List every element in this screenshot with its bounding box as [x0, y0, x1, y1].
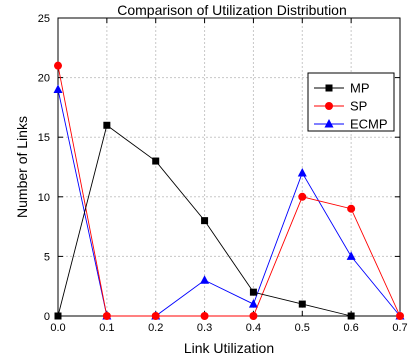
data-point-ecmp	[248, 299, 258, 308]
data-point-sp	[249, 312, 258, 320]
legend-marker-ecmp	[324, 119, 334, 128]
y-tick-label: 10	[38, 192, 50, 204]
legend-marker-sp	[325, 102, 333, 110]
legend-label-mp: MP	[350, 81, 370, 96]
x-tick-label: 0.4	[246, 322, 261, 334]
y-tick-label: 15	[38, 132, 50, 144]
data-point-mp	[152, 157, 160, 165]
x-axis-label: Link Utilization	[184, 340, 274, 356]
y-axis-label: Number of Links	[14, 116, 30, 218]
y-tick-label: 25	[38, 13, 50, 25]
x-tick-label: 0.6	[343, 322, 358, 334]
legend-label-sp: SP	[350, 99, 367, 114]
legend: MP SP ECMP	[307, 72, 395, 132]
data-point-mp	[103, 121, 111, 129]
data-point-sp	[298, 192, 307, 201]
y-tick-label: 5	[44, 251, 50, 263]
x-tick-label: 0.5	[295, 322, 310, 334]
data-point-ecmp	[297, 167, 307, 177]
data-point-mp	[347, 312, 355, 320]
series	[53, 61, 405, 320]
y-tick-label: 20	[38, 73, 50, 85]
data-point-sp	[347, 204, 356, 213]
legend-marker-mp	[325, 84, 333, 92]
data-point-ecmp	[200, 275, 210, 284]
data-point-mp	[201, 217, 209, 225]
y-tick-label: 0	[44, 311, 50, 323]
x-tick-label: 0.1	[99, 322, 114, 334]
legend-box	[307, 72, 395, 132]
axis-ticks: 0.0 0.1 0.2 0.3 0.4 0.5 0.6 0.7 0 5 10 15 20 25	[38, 13, 408, 334]
x-tick-label: 0.7	[392, 322, 407, 334]
legend-label-ecmp: ECMP	[350, 117, 388, 132]
x-tick-label: 0.3	[197, 322, 212, 334]
chart-title: Comparison of Utilization Distribution	[117, 2, 347, 18]
grid	[58, 18, 400, 316]
data-point-sp	[396, 312, 404, 320]
data-point-ecmp	[346, 251, 356, 260]
plot-frame	[57, 17, 401, 317]
data-point-ecmp	[53, 84, 63, 94]
x-tick-label: 0.2	[148, 322, 163, 334]
data-point-mp	[249, 288, 257, 296]
data-point-sp	[102, 312, 111, 320]
data-point-sp	[200, 312, 209, 320]
data-point-mp	[298, 300, 306, 308]
data-point-sp	[54, 61, 62, 70]
series-line-sp	[57, 65, 401, 317]
data-point-mp	[54, 312, 62, 320]
data-point-sp	[151, 312, 160, 320]
x-tick-label: 0.0	[50, 322, 65, 334]
